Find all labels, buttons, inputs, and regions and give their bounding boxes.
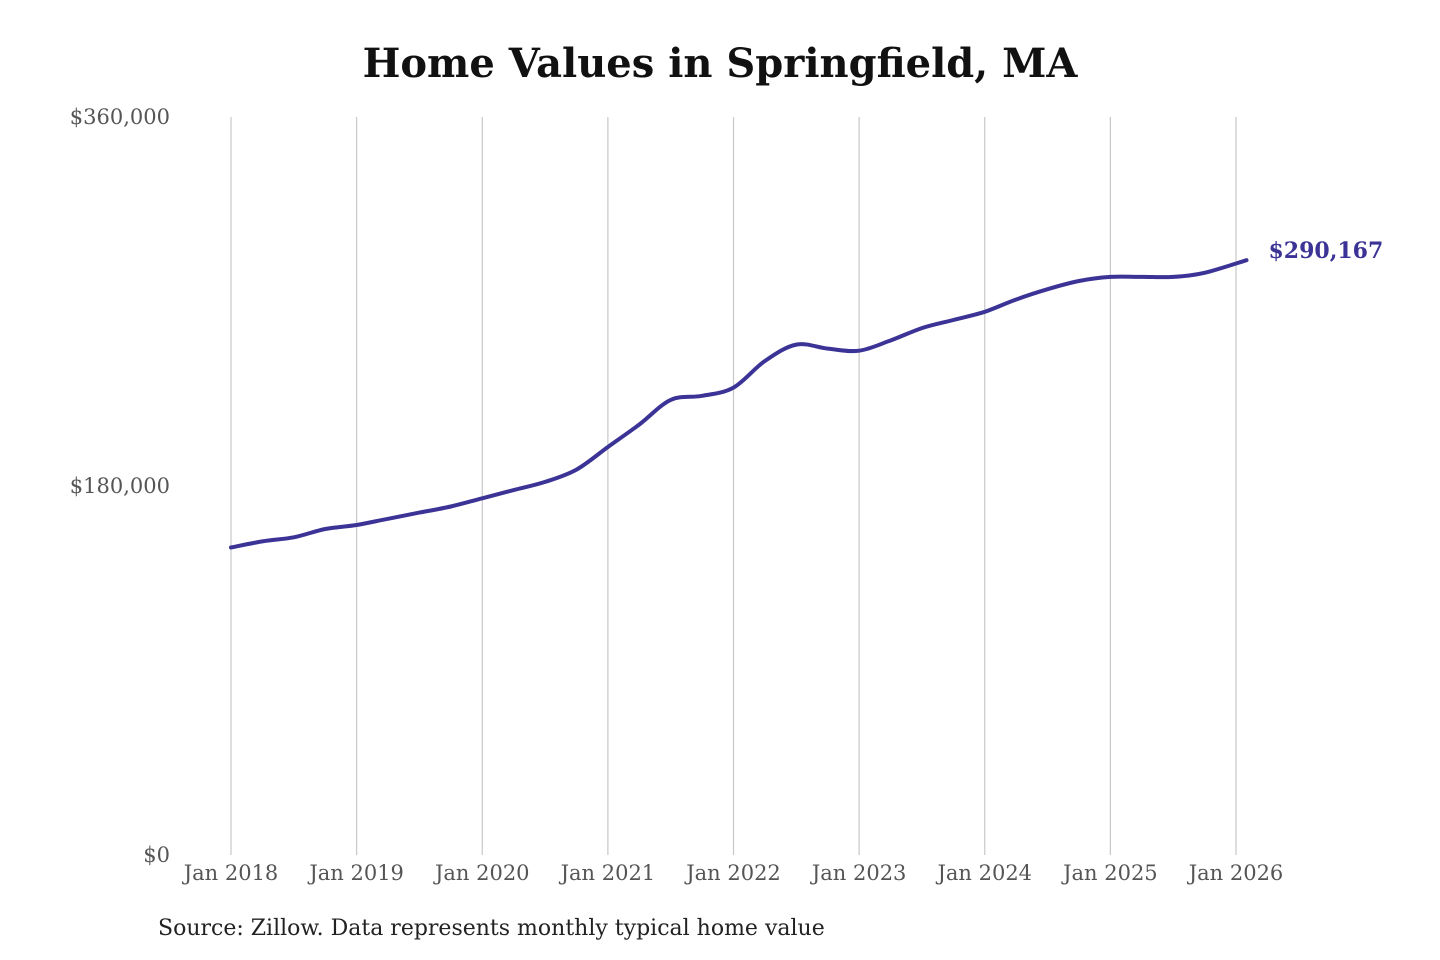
x-axis-ticks: Jan 2018 Jan 2019 Jan 2020 Jan 2021 Jan 2022… xyxy=(182,861,1284,885)
x-tick-label: Jan 2026 xyxy=(1187,861,1284,885)
x-tick-label: Jan 2018 xyxy=(182,861,279,885)
end-value-label: $290,167 xyxy=(1268,238,1383,264)
x-tick-label: Jan 2019 xyxy=(307,861,404,885)
annotation-layer: $290,167 xyxy=(1268,238,1383,264)
x-tick-label: Jan 2020 xyxy=(433,861,530,885)
x-tick-label: Jan 2022 xyxy=(684,861,781,885)
gridlines xyxy=(230,117,1237,855)
source-note: Source: Zillow. Data represents monthly … xyxy=(158,916,825,941)
chart-title: Home Values in Springfield, MA xyxy=(362,40,1078,87)
series-layer xyxy=(229,258,1249,550)
y-tick-label: $180,000 xyxy=(70,474,170,498)
x-tick-label: Jan 2021 xyxy=(559,861,656,885)
x-tick-label: Jan 2024 xyxy=(935,861,1032,885)
x-tick-label: Jan 2023 xyxy=(810,861,907,885)
y-tick-label: $360,000 xyxy=(70,105,170,129)
series-line xyxy=(229,258,1249,550)
y-axis-ticks: $0 $180,000 $360,000 xyxy=(70,105,170,867)
y-tick-label: $0 xyxy=(143,843,170,867)
x-tick-label: Jan 2025 xyxy=(1061,861,1158,885)
